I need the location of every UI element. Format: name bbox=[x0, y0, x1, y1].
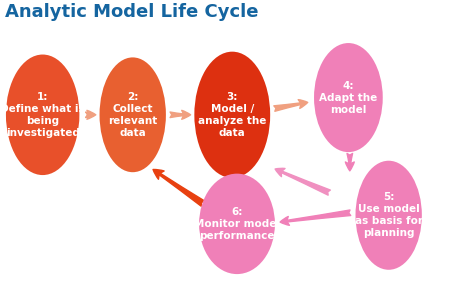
Text: Analytic Model Life Cycle: Analytic Model Life Cycle bbox=[5, 3, 258, 21]
Text: 3:
Model /
analyze the
data: 3: Model / analyze the data bbox=[198, 92, 266, 138]
Text: 5:
Use model
as basis for
planning: 5: Use model as basis for planning bbox=[355, 192, 423, 238]
Text: 2:
Collect
relevant
data: 2: Collect relevant data bbox=[108, 92, 157, 138]
Ellipse shape bbox=[356, 161, 422, 270]
Ellipse shape bbox=[314, 43, 383, 152]
Ellipse shape bbox=[199, 174, 275, 274]
Ellipse shape bbox=[194, 52, 270, 178]
Ellipse shape bbox=[6, 55, 79, 175]
Text: 6:
Monitor model
performance: 6: Monitor model performance bbox=[194, 207, 280, 241]
Text: 1:
Define what is
being
investigated: 1: Define what is being investigated bbox=[0, 92, 85, 138]
Text: 4:
Adapt the
model: 4: Adapt the model bbox=[319, 81, 377, 115]
Ellipse shape bbox=[100, 57, 166, 172]
